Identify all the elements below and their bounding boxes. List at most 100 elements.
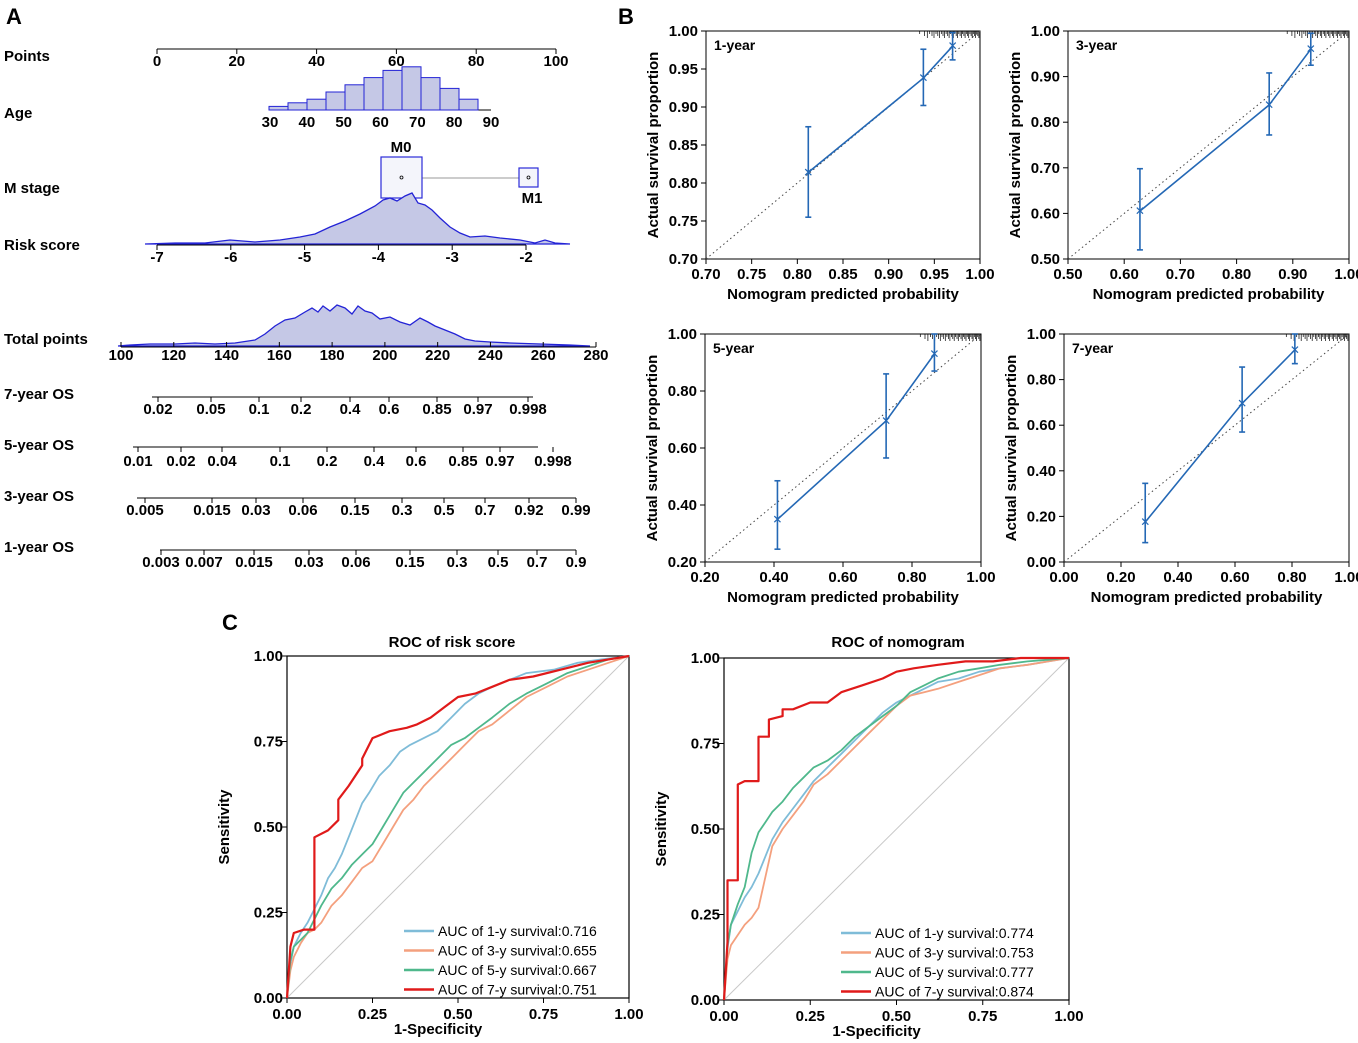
os3-tick-label: 0.015 (193, 502, 231, 519)
os1-tick-label: 0.7 (527, 554, 548, 571)
x-tick-label: 0.40 (759, 569, 788, 586)
age-histogram-bar (401, 66, 422, 111)
roc-curve-3y (286, 655, 630, 999)
total-tick-label: 120 (161, 347, 186, 364)
row-label-os5: 5-year OS (4, 437, 74, 454)
m1-label: M1 (522, 190, 543, 207)
x-tick-label: 0.60 (828, 569, 857, 586)
x-axis-title: Nomogram predicted probability (727, 286, 959, 303)
plot-title: ROC of risk score (389, 634, 516, 651)
age-tick-label: 50 (335, 114, 352, 131)
roc-risk-score-chart: ROC of risk score 0.00 0.25 0.50 0.75 1.00 0.0… (216, 634, 644, 1038)
y-tick-label: 1.00 (668, 326, 697, 343)
ideal-diagonal (1067, 30, 1350, 260)
os7-tick-label: 0.2 (291, 401, 312, 418)
points-tick-label: 40 (308, 53, 325, 70)
age-histogram-bar (439, 87, 460, 111)
plot-frame (1063, 333, 1350, 563)
roc-curve-7y (722, 656, 1069, 1001)
os1-tick-label: 0.03 (294, 554, 323, 571)
x-axis-title: 1-Specificity (394, 1021, 483, 1038)
y-tick-label: 0.75 (669, 213, 698, 230)
m0-point (399, 175, 404, 180)
legend-label: AUC of 3-y survival:0.655 (438, 943, 597, 959)
y-tick-label: 0.60 (1027, 417, 1056, 434)
total-tick-label: 280 (583, 347, 608, 364)
row-label-m-stage: M stage (4, 180, 60, 197)
row-label-risk-score: Risk score (4, 237, 80, 254)
y-tick-label: 0.75 (254, 734, 283, 751)
total-tick-label: 220 (425, 347, 450, 364)
x-tick-label: 0.80 (783, 266, 812, 283)
panel-label-b: B (618, 4, 634, 29)
rug-ticks (919, 31, 981, 38)
calibration-5-year-chart: 0.20 0.40 0.60 0.80 1.00 0.20 0.40 0.60 0.80 1.00… (644, 326, 996, 606)
os1-tick-label: 0.06 (341, 554, 370, 571)
os7-tick-label: 0.1 (249, 401, 270, 418)
legend-label: AUC of 5-y survival:0.777 (875, 964, 1034, 980)
os3-tick-label: 0.06 (288, 502, 317, 519)
y-tick-label: 1.00 (669, 23, 698, 40)
os1-tick-label: 0.003 (142, 554, 180, 571)
roc-curve-7y (285, 654, 630, 999)
row-label-points: Points (4, 48, 50, 65)
y-tick-label: 0.70 (1031, 160, 1060, 177)
points-tick-label: 60 (388, 53, 405, 70)
x-tick-label: 0.90 (874, 266, 903, 283)
calibration-3-year-chart: 0.50 0.60 0.70 0.80 0.90 1.00 0.50 0.60 0.70 0.80… (1007, 23, 1358, 303)
calibration-point: ✕ (881, 414, 891, 428)
total-tick-label: 260 (531, 347, 556, 364)
x-tick-label: 0.95 (920, 266, 949, 283)
calibration-line (776, 353, 936, 520)
plot-title: 3-year (1076, 37, 1118, 53)
os5-tick-label: 0.02 (166, 453, 195, 470)
age-histogram-bar (306, 98, 327, 111)
os3-tick-label: 0.99 (561, 502, 590, 519)
y-tick-label: 0.60 (1031, 205, 1060, 222)
m0-label: M0 (391, 139, 412, 156)
nomogram-scales: 0 20 40 60 80 100 100 120 140 160 180 200 220 240 260 2… (108, 48, 609, 571)
m1-point (526, 175, 531, 180)
os1-tick-label: 0.015 (235, 554, 273, 571)
x-tick-label: 0.70 (1166, 266, 1195, 283)
legend-label: AUC of 7-y survival:0.874 (875, 984, 1034, 1000)
calibration-line (1139, 48, 1312, 212)
risk-tick-label: -7 (150, 249, 163, 266)
x-tick-label: 0.85 (828, 266, 857, 283)
row-label-os1: 1-year OS (4, 539, 74, 556)
x-tick-label: 1.00 (1054, 1008, 1083, 1025)
row-label-os7: 7-year OS (4, 386, 74, 403)
y-axis-title: Actual survival proportion (644, 355, 661, 542)
row-label-total-points: Total points (4, 331, 88, 348)
risk-tick-label: -2 (519, 249, 532, 266)
calibration-point: ✕ (918, 71, 928, 85)
x-tick-label: 0.60 (1110, 266, 1139, 283)
x-tick-label: 0.00 (272, 1006, 301, 1023)
y-tick-label: 0.80 (668, 383, 697, 400)
m0-box (380, 156, 423, 199)
x-tick-label: 0.80 (1277, 569, 1306, 586)
x-tick-label: 1.00 (614, 1006, 643, 1023)
roc-nomogram-chart: ROC of nomogram 0.00 0.25 0.50 0.75 1.00 0.00 0… (653, 634, 1084, 1040)
calibration-1-year-chart: 0.70 0.75 0.80 0.85 0.90 0.95 1.00 0.70 0.75 0.80… (645, 23, 995, 303)
y-axis-title: Sensitivity (216, 789, 233, 865)
y-tick-label: 1.00 (254, 648, 283, 665)
x-tick-label: 0.40 (1163, 569, 1192, 586)
row-label-age: Age (4, 105, 32, 122)
total-tick-label: 240 (478, 347, 503, 364)
os3-tick-label: 0.92 (514, 502, 543, 519)
x-tick-label: 1.00 (1334, 569, 1358, 586)
os3-tick-label: 0.005 (126, 502, 164, 519)
x-tick-label: 0.60 (1220, 569, 1249, 586)
x-tick-label: 0.75 (737, 266, 766, 283)
os1-tick-label: 0.007 (185, 554, 223, 571)
plot-frame (704, 333, 982, 563)
y-axis-title: Actual survival proportion (1003, 355, 1020, 542)
plot-title: 7-year (1072, 340, 1114, 356)
os7-tick-label: 0.998 (509, 401, 547, 418)
age-tick-label: 30 (262, 114, 279, 131)
y-tick-label: 0.75 (691, 736, 720, 753)
os5-tick-label: 0.97 (485, 453, 514, 470)
os5-tick-label: 0.85 (448, 453, 477, 470)
